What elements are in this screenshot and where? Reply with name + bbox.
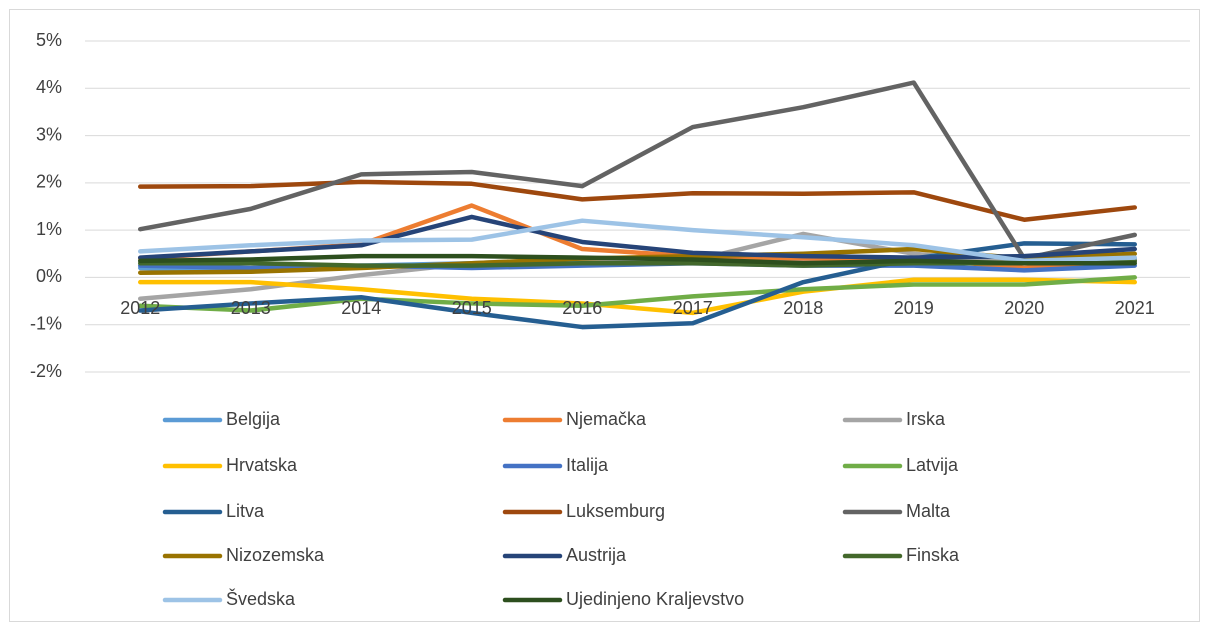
- x-tick-label: 2015: [452, 298, 492, 318]
- x-tick-label: 2014: [341, 298, 381, 318]
- legend-label: Litva: [226, 501, 265, 521]
- y-tick-label: -1%: [30, 313, 62, 333]
- legend-label: Hrvatska: [226, 455, 298, 475]
- y-tick-label: -2%: [30, 361, 62, 381]
- legend-label: Italija: [566, 455, 609, 475]
- y-tick-label: 3%: [36, 124, 62, 144]
- series-line: [138, 218, 1137, 264]
- series-line: [138, 277, 1137, 316]
- series-line: [138, 179, 1137, 222]
- legend-label: Ujedinjeno Kraljevstvo: [566, 589, 744, 609]
- series-line: [138, 214, 1137, 260]
- y-tick-label: 5%: [36, 30, 62, 50]
- legend-label: Irska: [906, 409, 946, 429]
- y-tick-label: 0%: [36, 266, 62, 286]
- series-line: [138, 275, 1137, 313]
- x-tick-label: 2017: [673, 298, 713, 318]
- y-tick-label: 1%: [36, 219, 62, 239]
- x-tick-label: 2016: [562, 298, 602, 318]
- y-tick-label: 2%: [36, 172, 62, 192]
- x-tick-label: 2020: [1004, 298, 1044, 318]
- legend-label: Malta: [906, 501, 951, 521]
- y-tick-label: 4%: [36, 77, 62, 97]
- legend-label: Belgija: [226, 409, 281, 429]
- series-line: [138, 80, 1137, 261]
- legend-label: Austrija: [566, 545, 627, 565]
- x-tick-label: 2018: [783, 298, 823, 318]
- legend-label: Finska: [906, 545, 960, 565]
- legend-label: Latvija: [906, 455, 959, 475]
- legend-label: Njemačka: [566, 409, 647, 429]
- legend-label: Švedska: [226, 588, 296, 609]
- legend-label: Nizozemska: [226, 545, 325, 565]
- series-line: [138, 253, 1137, 266]
- chart-frame: [9, 9, 1200, 622]
- x-tick-label: 2019: [894, 298, 934, 318]
- x-tick-label: 2012: [120, 298, 160, 318]
- x-tick-label: 2021: [1115, 298, 1155, 318]
- legend-label: Luksemburg: [566, 501, 665, 521]
- x-tick-label: 2013: [231, 298, 271, 318]
